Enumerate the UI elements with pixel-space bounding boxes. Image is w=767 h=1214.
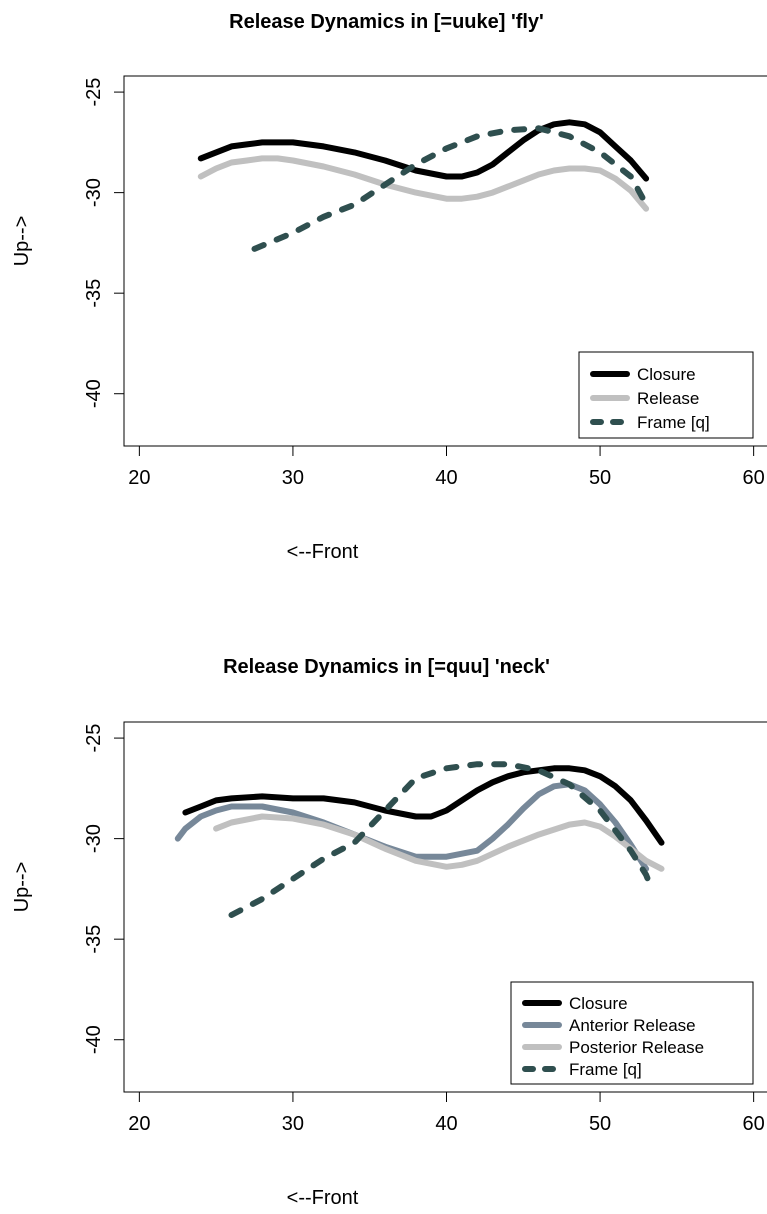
chart-title: Release Dynamics in [=uuke] 'fly' (229, 11, 544, 33)
legend-label: Anterior Release (569, 1016, 696, 1035)
x-tick-label: 60 (743, 1113, 765, 1135)
x-tick-label: 20 (128, 1113, 150, 1135)
x-tick-label: 60 (743, 467, 765, 489)
legend-label: Posterior Release (569, 1038, 704, 1057)
y-tick-label: -25 (83, 724, 105, 753)
series-line-frame-q- (228, 761, 654, 918)
x-tick-label: 30 (282, 1113, 304, 1135)
chart-1: Release Dynamics in [=uuke] 'fly' 20 30 40 5… (11, 11, 767, 563)
legend-label: Closure (637, 365, 696, 384)
y-tick-label: -40 (83, 1025, 105, 1054)
x-tick-label: 20 (128, 467, 150, 489)
legend: Closure Release Frame [q] (578, 351, 754, 439)
series-line-frame-q- (251, 125, 647, 252)
x-tick-label: 50 (589, 1113, 611, 1135)
series-line-closure (182, 765, 665, 846)
series-line-anterior-release (174, 781, 650, 872)
y-tick-label: -35 (83, 279, 105, 308)
y-tick-label: -40 (83, 379, 105, 408)
x-tick-label: 50 (589, 467, 611, 489)
y-axis-label: Up--> (11, 216, 33, 267)
series-line-posterior-release (213, 813, 665, 872)
x-axis-label: <--Front (287, 1187, 359, 1209)
y-axis-label: Up--> (11, 862, 33, 913)
y-tick-label: -25 (83, 78, 105, 107)
legend-label: Frame [q] (569, 1060, 642, 1079)
chart-2: Release Dynamics in [=quu] 'neck' 20 30 40 5… (11, 656, 767, 1209)
x-tick-label: 30 (282, 467, 304, 489)
series-line-release (197, 155, 650, 212)
legend-label: Release (637, 389, 699, 408)
x-axis-label: <--Front (287, 541, 359, 563)
y-tick-label: -35 (83, 925, 105, 954)
chart-title: Release Dynamics in [=quu] 'neck' (223, 656, 550, 678)
y-tick-label: -30 (83, 178, 105, 207)
legend-label: Frame [q] (637, 413, 710, 432)
y-tick-label: -30 (83, 824, 105, 853)
x-tick-label: 40 (435, 1113, 457, 1135)
series-line-closure (197, 119, 650, 182)
legend-label: Closure (569, 994, 628, 1013)
legend: Closure Anterior Release Posterior Release… (510, 981, 754, 1085)
x-tick-label: 40 (435, 467, 457, 489)
